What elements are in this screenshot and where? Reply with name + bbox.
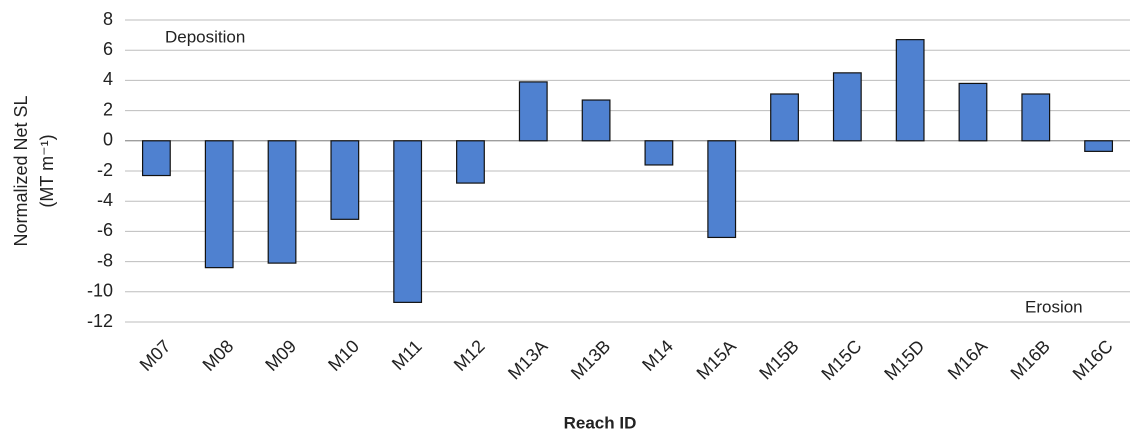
x-tick-label: M15A [693,336,740,383]
y-tick-label: -4 [97,190,113,210]
x-tick-label: M12 [450,336,489,375]
y-tick-label: 4 [103,69,113,89]
y-axis-label: Normalized Net SL [11,95,31,246]
x-tick-label: M09 [261,336,300,375]
x-tick-label: M08 [199,336,238,375]
x-tick-label: M15C [817,336,865,384]
y-tick-label: -2 [97,160,113,180]
bar [267,140,297,264]
bar [958,82,988,142]
x-tick-label: M15D [880,336,928,384]
bar [330,140,360,220]
y-tick-label: -6 [97,220,113,240]
x-tick-label: M13A [504,336,551,383]
x-tick-label: M16C [1069,336,1117,384]
bar [204,140,234,269]
x-tick-label: M11 [388,336,426,374]
y-tick-label: 8 [103,9,113,29]
y-tick-label: 6 [103,39,113,59]
bar [895,39,925,142]
x-tick-label: M15B [755,336,802,383]
y-tick-label: -12 [87,311,113,331]
y-tick-label: 2 [103,99,113,119]
bar [1084,140,1114,152]
x-tick-label: M07 [136,336,175,375]
x-tick-label: M16B [1007,336,1054,383]
bar [581,99,611,142]
x-tick-label: M10 [324,336,363,375]
bar [393,140,423,303]
bar [518,81,548,142]
bar [832,72,862,142]
y-tick-label: 0 [103,130,113,150]
y-tick-label: -10 [87,281,113,301]
bar [644,140,674,166]
bar [1021,93,1051,142]
x-tick-label: M14 [638,336,677,375]
annotation: Deposition [165,27,245,46]
x-axis-label: Reach ID [564,413,637,432]
bar [770,93,799,142]
bar [456,140,485,184]
y-tick-label: -8 [97,250,113,270]
bar [141,140,171,177]
x-tick-label: M16A [944,336,991,383]
annotation: Erosion [1025,297,1083,316]
bar [707,140,737,239]
y-axis-label: (MT m⁻¹) [37,134,57,207]
x-tick-label: M13B [567,336,614,383]
